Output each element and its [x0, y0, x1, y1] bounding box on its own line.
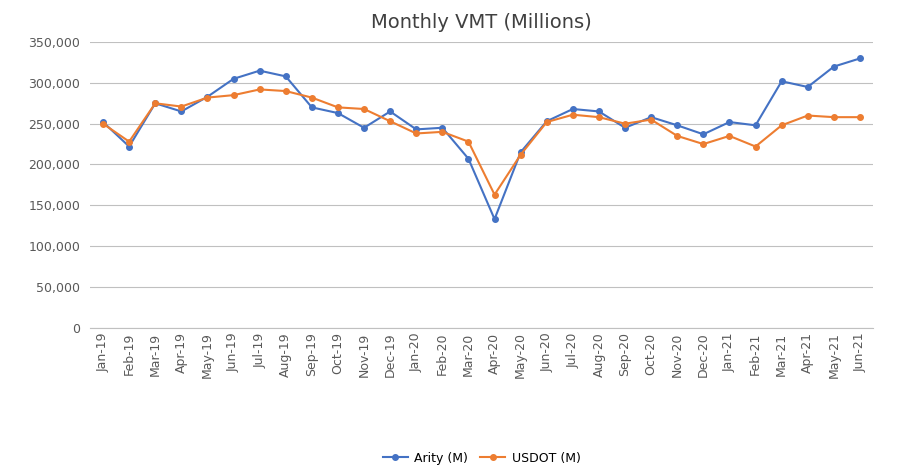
USDOT (M) [671, 133, 682, 139]
Arity (M) [149, 101, 160, 106]
Arity (M) [619, 125, 630, 131]
Arity (M) [281, 73, 292, 79]
Arity (M) [750, 123, 760, 128]
Arity (M) [567, 106, 578, 112]
USDOT (M) [254, 87, 265, 92]
USDOT (M) [385, 118, 396, 124]
USDOT (M) [202, 95, 212, 101]
USDOT (M) [567, 112, 578, 117]
USDOT (M) [410, 131, 421, 136]
USDOT (M) [149, 101, 160, 106]
Legend: Arity (M), USDOT (M): Arity (M), USDOT (M) [378, 447, 585, 468]
Arity (M) [802, 84, 813, 90]
Arity (M) [724, 119, 734, 125]
USDOT (M) [776, 123, 787, 128]
Arity (M) [490, 216, 500, 222]
USDOT (M) [333, 104, 344, 110]
Arity (M) [176, 109, 187, 114]
USDOT (M) [828, 114, 839, 120]
USDOT (M) [281, 88, 292, 94]
Arity (M) [229, 76, 239, 81]
USDOT (M) [854, 114, 865, 120]
USDOT (M) [463, 139, 473, 145]
USDOT (M) [124, 139, 135, 145]
Title: Monthly VMT (Millions): Monthly VMT (Millions) [371, 13, 592, 32]
Line: USDOT (M): USDOT (M) [100, 87, 863, 197]
Arity (M) [593, 109, 604, 114]
USDOT (M) [306, 95, 317, 101]
USDOT (M) [358, 106, 370, 112]
Arity (M) [254, 68, 265, 73]
Arity (M) [358, 125, 370, 131]
Arity (M) [645, 114, 656, 120]
Arity (M) [385, 109, 396, 114]
USDOT (M) [698, 141, 708, 147]
USDOT (M) [515, 152, 526, 158]
Arity (M) [333, 110, 344, 116]
Arity (M) [515, 149, 526, 155]
USDOT (M) [490, 192, 500, 197]
Arity (M) [202, 94, 212, 100]
Arity (M) [436, 125, 447, 131]
Arity (M) [463, 156, 473, 161]
USDOT (M) [593, 114, 604, 120]
USDOT (M) [229, 92, 239, 98]
Arity (M) [854, 56, 865, 61]
Arity (M) [698, 132, 708, 137]
USDOT (M) [542, 119, 553, 125]
Arity (M) [671, 123, 682, 128]
USDOT (M) [645, 117, 656, 123]
Arity (M) [828, 64, 839, 69]
USDOT (M) [802, 113, 813, 118]
Arity (M) [542, 118, 553, 124]
USDOT (M) [750, 144, 760, 149]
Line: Arity (M): Arity (M) [100, 56, 863, 222]
Arity (M) [410, 126, 421, 132]
USDOT (M) [176, 104, 187, 110]
Arity (M) [306, 104, 317, 110]
USDOT (M) [724, 133, 734, 139]
Arity (M) [97, 119, 108, 125]
USDOT (M) [436, 129, 447, 135]
Arity (M) [776, 79, 787, 84]
Arity (M) [124, 144, 135, 149]
USDOT (M) [97, 121, 108, 126]
USDOT (M) [619, 121, 630, 126]
